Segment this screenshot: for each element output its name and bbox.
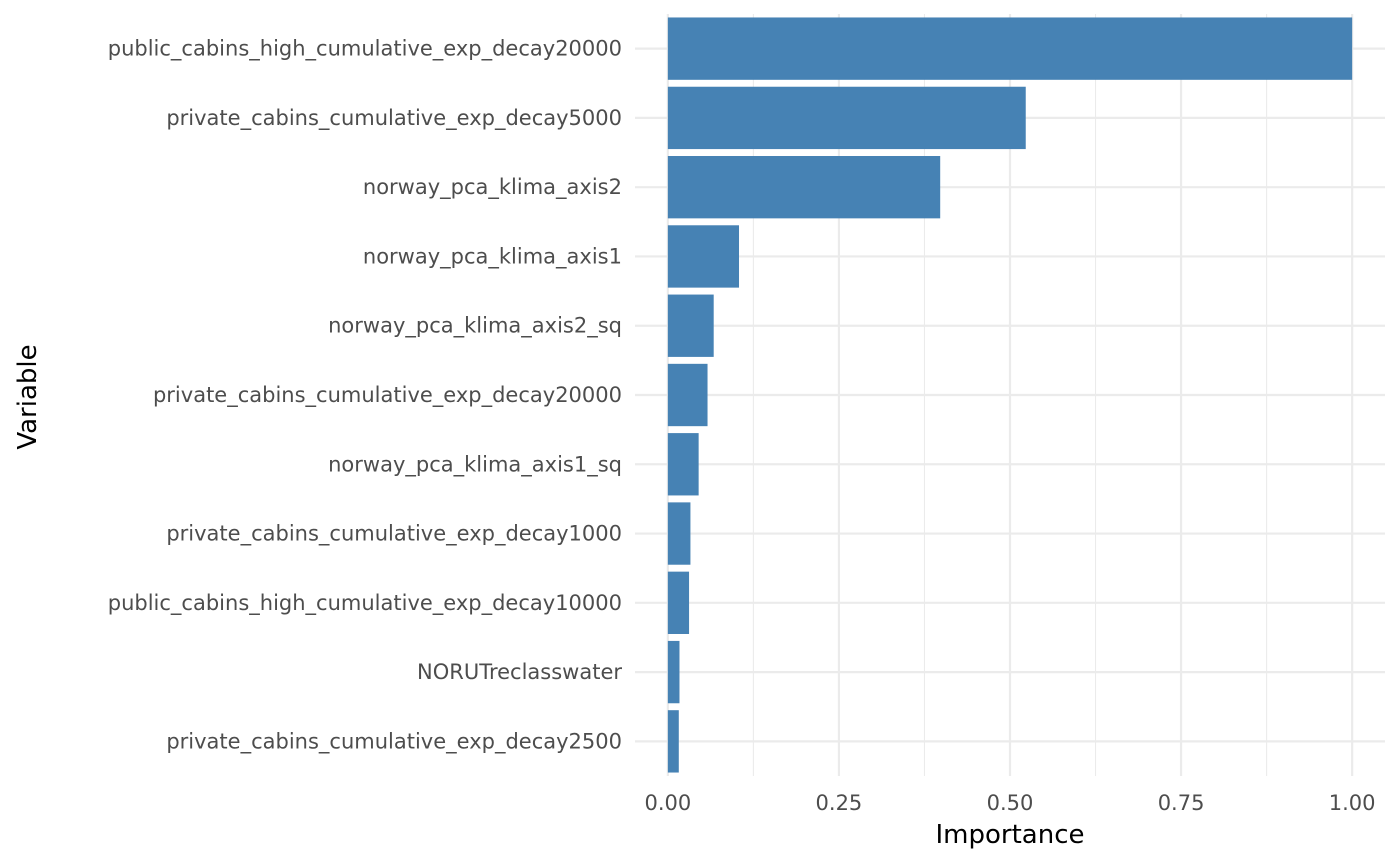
x-tick-label: 0.75 [1158, 791, 1205, 815]
y-axis-title: Variable [13, 344, 43, 449]
bar [667, 710, 679, 773]
y-tick-label: norway_pca_klima_axis2 [363, 175, 622, 200]
y-tick-label: NORUTreclasswater [417, 660, 622, 684]
bar [667, 640, 680, 704]
bar [667, 502, 691, 565]
bars [667, 17, 1353, 773]
y-tick-label: private_cabins_cumulative_exp_decay20000 [153, 383, 622, 408]
x-tick-label: 0.00 [644, 791, 691, 815]
bar [667, 363, 708, 427]
bar [667, 86, 1026, 150]
bar [667, 156, 941, 219]
y-tick-label: norway_pca_klima_axis1_sq [328, 452, 622, 477]
y-tick-label: public_cabins_high_cumulative_exp_decay2… [108, 37, 622, 62]
x-tick-label: 0.25 [816, 791, 863, 815]
bar [667, 225, 740, 288]
bar [667, 433, 699, 496]
x-tick-label: 1.00 [1329, 791, 1376, 815]
bar [667, 17, 1353, 80]
y-tick-label: private_cabins_cumulative_exp_decay1000 [166, 522, 622, 547]
x-tick-labels: 0.00 0.25 0.50 0.75 1.00 [644, 791, 1375, 815]
bar [667, 294, 714, 357]
x-axis-title: Importance [936, 820, 1085, 850]
bar [667, 571, 690, 634]
y-tick-label: norway_pca_klima_axis2_sq [328, 314, 622, 339]
y-tick-label: public_cabins_high_cumulative_exp_decay1… [108, 591, 622, 616]
y-tick-label: norway_pca_klima_axis1 [363, 244, 622, 269]
y-tick-label: private_cabins_cumulative_exp_decay5000 [166, 106, 622, 131]
x-tick-label: 0.50 [987, 791, 1034, 815]
y-tick-labels: public_cabins_high_cumulative_exp_decay2… [108, 37, 623, 755]
y-tick-label: private_cabins_cumulative_exp_decay2500 [166, 729, 622, 754]
